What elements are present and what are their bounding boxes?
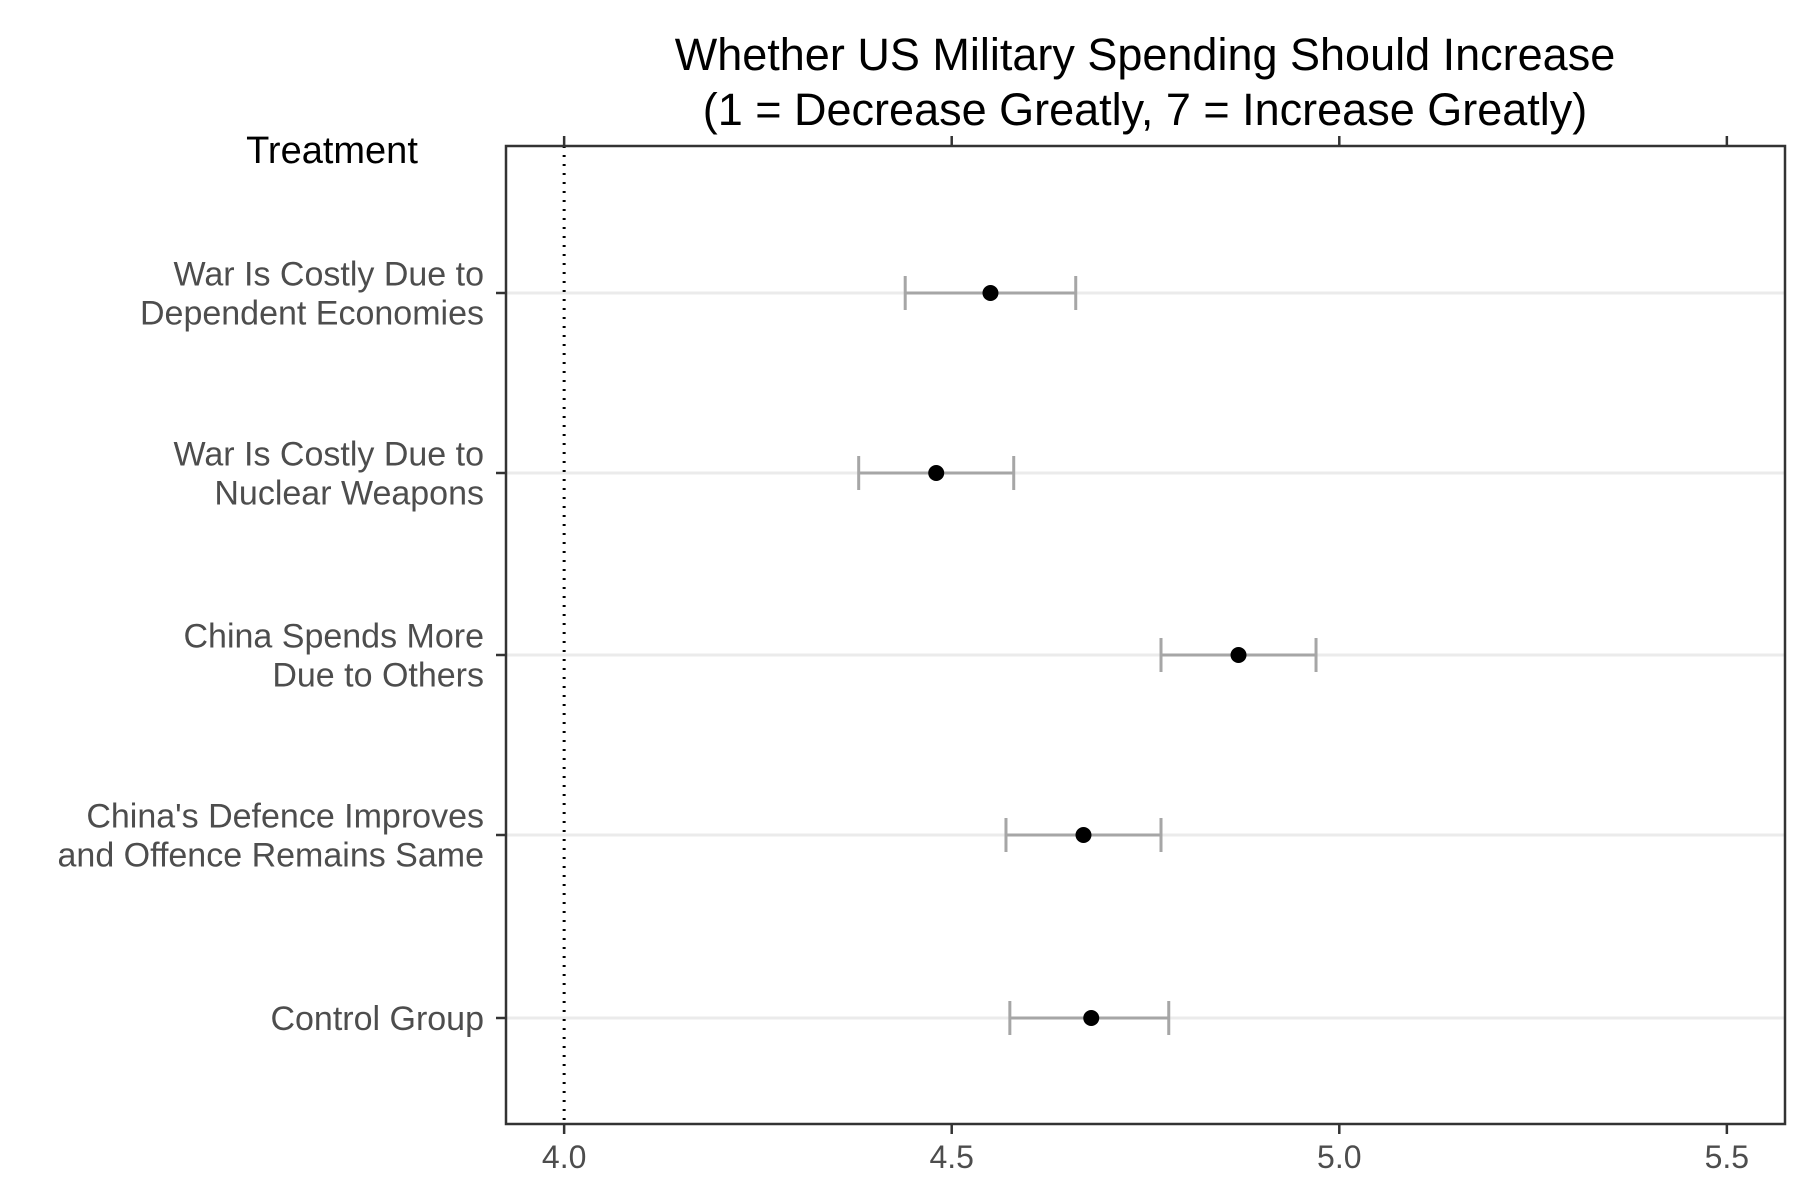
x-tick-label: 5.0 [1317, 1139, 1361, 1175]
panel-border [504, 144, 1787, 1126]
y-tick-label-line: Nuclear Weapons [214, 475, 484, 513]
chart-title-line: Whether US Military Spending Should Incr… [675, 29, 1615, 80]
y-tick-label-line: War Is Costly Due to [174, 436, 484, 474]
data-point [1083, 1010, 1100, 1026]
gridlines [506, 291, 1785, 1020]
y-tick-label: Control Group [270, 1000, 484, 1038]
y-tick-label-line: Control Group [270, 1000, 484, 1038]
x-tick-label: 5.5 [1705, 1139, 1749, 1175]
y-axis: War Is Costly Due to Dependent EconomiesW… [58, 256, 506, 1038]
data-point [928, 465, 945, 481]
y-tick-label-line: China's Defence Improves [86, 798, 484, 836]
data-point [982, 285, 999, 301]
y-axis-title: Treatment [246, 130, 418, 172]
chart-title-line: (1 = Decrease Greatly, 7 = Increase Grea… [703, 84, 1588, 135]
x-tick-label: 4.5 [929, 1139, 973, 1175]
x-tick-label: 4.0 [542, 1139, 586, 1175]
y-tick-label-line: War Is Costly Due to [174, 256, 484, 294]
y-tick-label: War Is Costly Due to Nuclear Weapons [174, 436, 484, 513]
y-tick-label-line: China Spends More [183, 618, 484, 656]
data-point [1075, 827, 1092, 843]
y-tick-label-line: Dependent Economies [140, 295, 484, 333]
y-tick-label-line: and Offence Remains Same [58, 837, 485, 875]
data-marks [857, 276, 1318, 1035]
chart-title: Whether US Military Spending Should Incr… [675, 29, 1615, 135]
data-point [1230, 647, 1247, 663]
y-tick-label: War Is Costly Due to Dependent Economies [140, 256, 484, 333]
y-tick-label-line: Due to Others [272, 657, 484, 695]
y-tick-label: China Spends More Due to Others [183, 618, 484, 695]
x-axis: 4.0 4.5 5.0 5.5 [542, 136, 1749, 1175]
y-tick-label: China's Defence Improves and Offence Rema… [58, 798, 485, 875]
